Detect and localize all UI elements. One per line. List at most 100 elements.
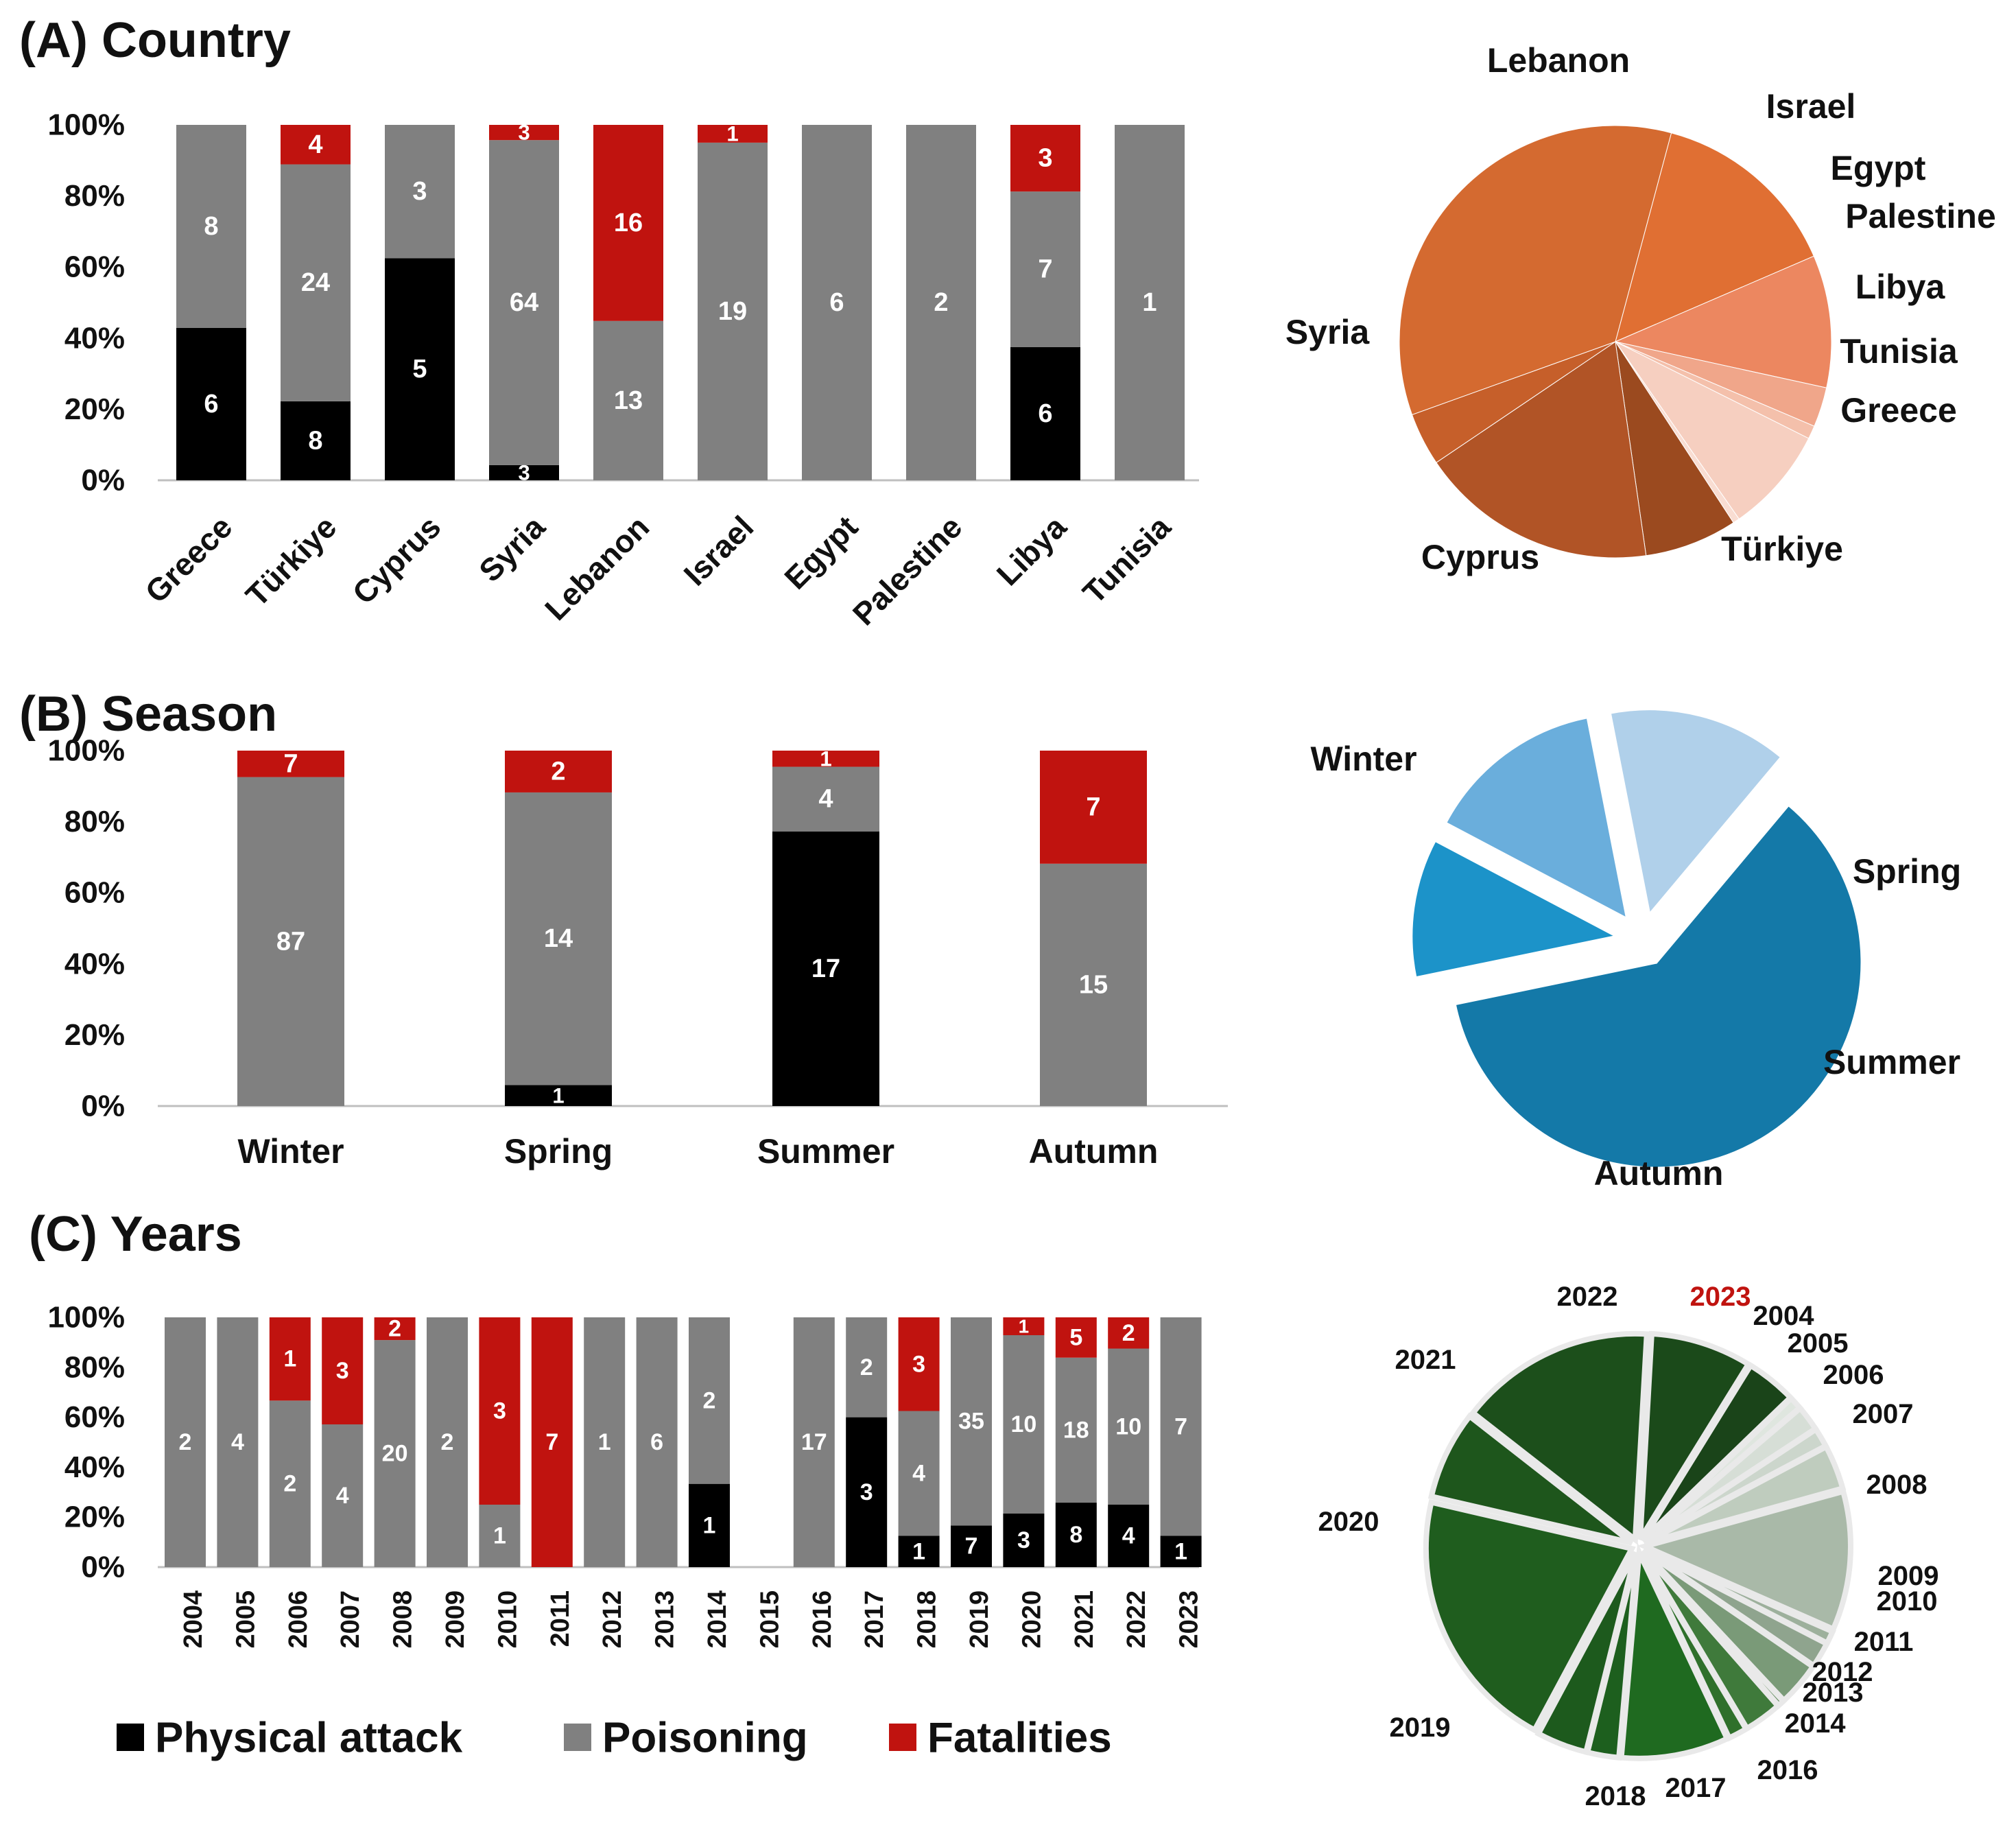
country_bar-xtick: Türkiye <box>239 509 343 613</box>
legend-label-poisoning: Poisoning <box>602 1715 808 1762</box>
country_pie-label: Egypt <box>1831 149 1926 187</box>
years_bar-bar-physical <box>1003 1514 1045 1567</box>
years_pie-label: 2011 <box>1854 1627 1914 1657</box>
years_bar-xtick: 2017 <box>860 1590 889 1649</box>
years_bar-bar-fatal <box>1003 1317 1045 1335</box>
season_bar-xtick: Spring <box>504 1132 613 1171</box>
country_bar-data-label: 3 <box>1038 144 1052 173</box>
country_bar-bar-physical <box>489 465 559 480</box>
country_bar-xtick: Greece <box>138 509 239 610</box>
country_pie-label: Lebanon <box>1487 41 1630 80</box>
years_bar-data-label: 3 <box>912 1351 925 1377</box>
season_pie-label: Summer <box>1823 1043 1960 1081</box>
season_bar-data-label: 1 <box>820 746 831 771</box>
country_bar-data-label: 64 <box>510 288 538 317</box>
years_bar-data-label: 2 <box>860 1354 873 1380</box>
years_pie-label: 2006 <box>1823 1360 1884 1390</box>
years_bar-ytick: 40% <box>64 1450 125 1484</box>
years_bar-data-label: 2 <box>703 1387 716 1413</box>
country_bar-data-label: 6 <box>1038 399 1052 428</box>
years_bar-data-label: 1 <box>493 1523 506 1549</box>
country_pie-slice-türkiye <box>1436 341 1647 559</box>
years_bar-xtick: 2022 <box>1122 1590 1151 1649</box>
country_bar-data-label: 1 <box>1142 288 1157 317</box>
country_bar-data-label: 3 <box>518 460 530 484</box>
season_bar-xtick: Autumn <box>1029 1132 1159 1171</box>
country_bar-bar-fatal <box>593 125 663 321</box>
country_bar-bar-poisoning <box>802 125 872 480</box>
years_pie-slice-2021 <box>1469 1330 1650 1545</box>
season_bar-data-label: 4 <box>818 785 833 814</box>
season_pie-label: Autumn <box>1594 1154 1724 1192</box>
season_bar-bar-poisoning <box>237 777 344 1106</box>
season_bar-ytick: 40% <box>64 947 125 980</box>
years_bar-bar-poisoning <box>1055 1357 1097 1503</box>
years_bar-bar-physical <box>1055 1503 1097 1567</box>
years_bar-data-label: 3 <box>493 1398 506 1424</box>
country_pie-label: Libya <box>1855 268 1946 306</box>
years_pie-label: 2023 <box>1690 1282 1751 1312</box>
years_bar-data-label: 18 <box>1063 1417 1089 1443</box>
season_bar-bar-poisoning <box>772 766 879 832</box>
years_bar-xtick: 2018 <box>913 1590 942 1649</box>
years_bar-bar-fatal <box>269 1317 311 1401</box>
country_bar-data-label: 24 <box>301 268 330 297</box>
country_pie-label: Israel <box>1766 87 1856 126</box>
country_pie-slice-syria <box>1399 125 1672 416</box>
country_bar-xtick: Israel <box>677 509 761 593</box>
years_bar-bar-fatal <box>1108 1317 1150 1349</box>
years_pie-label: 2010 <box>1877 1586 1938 1616</box>
years_pie-label: 2009 <box>1878 1561 1939 1591</box>
years_bar-xtick: 2015 <box>755 1590 784 1649</box>
legend-swatch-poisoning <box>564 1724 591 1751</box>
country_bar-bar-poisoning <box>489 140 559 465</box>
legend-label-physical: Physical attack <box>155 1715 463 1762</box>
country_bar-bar-fatal <box>281 125 351 165</box>
country_bar-bar-physical <box>176 328 246 480</box>
season_bar-bar-fatal <box>505 751 612 792</box>
years_bar-ytick: 60% <box>64 1400 125 1434</box>
years_bar-xtick: 2014 <box>703 1590 732 1649</box>
country_bar-ytick: 60% <box>64 250 125 284</box>
country_bar-bar-fatal <box>489 125 559 141</box>
years_bar-xtick: 2010 <box>493 1590 522 1649</box>
years_bar-data-label: 1 <box>598 1429 611 1455</box>
years_pie-slice-2022 <box>1637 1330 1753 1541</box>
years_bar-data-label: 2 <box>179 1429 192 1455</box>
years_bar-bar-poisoning <box>793 1317 835 1567</box>
years_pie-label: 2017 <box>1665 1773 1727 1803</box>
years_bar-ytick: 100% <box>47 1301 125 1335</box>
years_bar-bar-poisoning <box>1003 1335 1045 1514</box>
season_pie-label: Spring <box>1853 852 1961 891</box>
years_bar-data-label: 2 <box>388 1316 401 1342</box>
season_pie-slice-spring <box>1410 838 1622 980</box>
years_pie-slice-2023 <box>1639 1361 1794 1543</box>
years_pie-label: 2005 <box>1788 1328 1849 1359</box>
years_bar-bar-poisoning <box>427 1317 468 1567</box>
years_bar-bar-physical <box>1108 1505 1150 1567</box>
legend-label-fatal: Fatalities <box>927 1715 1112 1762</box>
years_pie-slice-2020 <box>1427 1412 1634 1546</box>
season_bar-data-label: 15 <box>1079 970 1108 999</box>
season_bar-xtick: Summer <box>757 1132 894 1171</box>
country_bar-data-label: 8 <box>204 212 218 241</box>
years_pie-label: 2020 <box>1318 1507 1379 1537</box>
country_bar-ytick: 100% <box>47 108 125 142</box>
country_bar-bar-physical <box>385 258 455 480</box>
season_bar-bar-physical <box>772 831 879 1106</box>
country_pie-label: Syria <box>1285 313 1371 351</box>
country_pie-label: Cyprus <box>1421 538 1539 576</box>
country_pie-label: Palestine <box>1845 197 1996 235</box>
country_bar-bar-poisoning <box>281 164 351 401</box>
country_bar-bar-poisoning <box>593 320 663 480</box>
years_bar-bar-poisoning <box>689 1317 730 1484</box>
years_pie-label: 2014 <box>1785 1708 1847 1739</box>
country_bar-bar-physical <box>281 401 351 480</box>
country_bar-ytick: 80% <box>64 179 125 213</box>
years_bar-ytick: 80% <box>64 1350 125 1384</box>
country_bar-bar-poisoning <box>176 125 246 328</box>
country_bar-data-label: 7 <box>1038 255 1052 283</box>
years_bar-bar-poisoning <box>269 1400 311 1567</box>
season_pie-slice-summer <box>1443 715 1630 922</box>
